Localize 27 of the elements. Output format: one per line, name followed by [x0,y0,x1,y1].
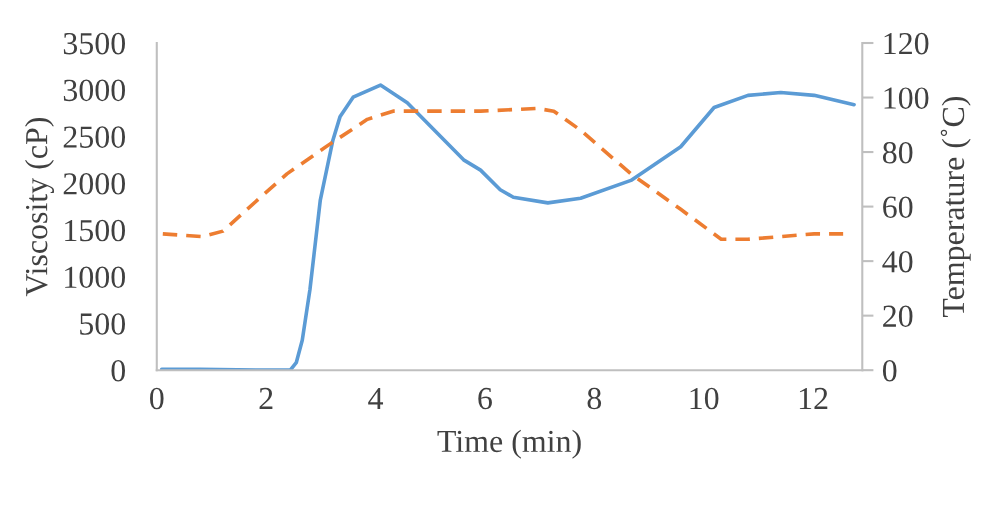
y-axis-title: Viscosity (cP) [24,118,54,297]
y-tick-label: 3500 [63,32,126,55]
y-tick-label: 3000 [63,79,126,102]
x-tick-label: 0 [150,387,164,410]
y2-tick-label: 60 [883,196,913,218]
y2-tick-label: 0 [882,360,897,382]
y2-tick-label: 100 [884,87,929,109]
x-tick-label: 8 [587,387,602,410]
y-tick-label: 1500 [65,219,126,242]
y2-tick-label: 20 [883,305,913,328]
y2-tick-label: 120 [884,32,929,55]
x-tick-label: 10 [690,387,719,410]
y-tick-label: 1000 [65,266,126,289]
y-tick-label: 2500 [63,126,126,148]
line-series [160,106,845,242]
line-series [159,83,856,371]
x-tick-label: 6 [478,387,492,410]
y-tick-label: 2000 [63,173,126,195]
y2-tick-label: 80 [882,141,913,164]
x-tick-label: 4 [368,387,384,410]
y2-axis-title: Temperature (˚C) [940,96,971,318]
x-tick-label: 2 [259,387,273,410]
x-axis-title: Time (min) [437,429,581,459]
y-tick-label: 0 [111,360,126,382]
x-tick-label: 12 [799,387,828,410]
y2-tick-label: 40 [882,250,913,273]
y-tick-label: 500 [80,313,126,335]
